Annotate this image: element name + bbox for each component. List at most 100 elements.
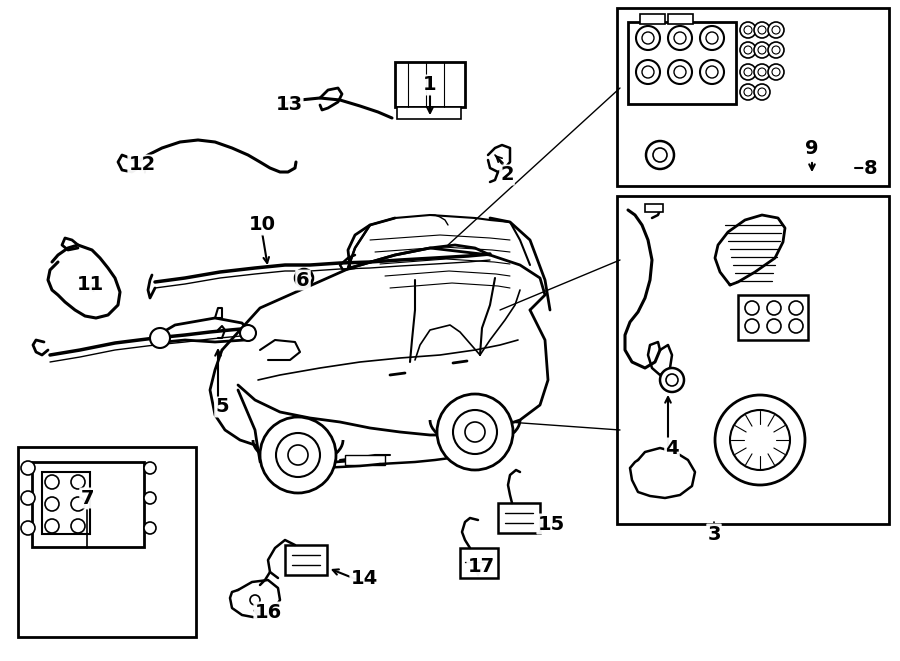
Circle shape [730,410,790,470]
Circle shape [660,368,684,392]
Circle shape [646,141,674,169]
Circle shape [745,301,759,315]
Circle shape [21,491,35,505]
Text: 6: 6 [296,270,310,290]
Circle shape [754,64,770,80]
Bar [345,455,385,465]
Circle shape [240,325,256,341]
Circle shape [45,475,59,489]
Text: 5: 5 [215,397,229,416]
Circle shape [45,497,59,511]
Bar [628,22,736,104]
Circle shape [45,519,59,533]
Circle shape [276,433,320,477]
Circle shape [674,66,686,78]
Circle shape [758,88,766,96]
Circle shape [71,497,85,511]
Circle shape [744,88,752,96]
Bar [395,62,465,107]
Text: 14: 14 [350,568,378,588]
Text: 3: 3 [707,524,721,543]
Text: 16: 16 [255,602,282,621]
Circle shape [636,60,660,84]
Circle shape [758,46,766,54]
Circle shape [71,475,85,489]
Text: 1: 1 [423,75,436,95]
Circle shape [71,519,85,533]
Circle shape [465,422,485,442]
Circle shape [772,26,780,34]
Circle shape [668,60,692,84]
Circle shape [772,46,780,54]
Circle shape [636,26,660,50]
Bar [498,503,540,533]
Circle shape [772,68,780,76]
Circle shape [745,319,759,333]
Circle shape [150,328,170,348]
Bar [640,14,665,24]
Text: 10: 10 [248,215,275,235]
Text: 15: 15 [537,514,564,533]
Circle shape [642,66,654,78]
Circle shape [754,22,770,38]
Bar [668,14,693,24]
Text: 17: 17 [467,557,495,576]
Circle shape [642,32,654,44]
Circle shape [700,60,724,84]
Circle shape [740,42,756,58]
Circle shape [758,68,766,76]
Circle shape [740,22,756,38]
Circle shape [758,26,766,34]
Text: 8: 8 [864,159,878,178]
Circle shape [744,46,752,54]
Text: 7: 7 [80,488,94,508]
Bar [32,462,144,547]
Text: 9: 9 [806,139,819,157]
Circle shape [740,84,756,100]
Bar [285,545,327,575]
Circle shape [754,84,770,100]
Text: 11: 11 [76,276,104,295]
Circle shape [706,32,718,44]
Bar [617,8,889,186]
Circle shape [715,395,805,485]
Circle shape [767,319,781,333]
Circle shape [700,26,724,50]
Circle shape [768,42,784,58]
Circle shape [21,461,35,475]
Bar [460,548,498,578]
Circle shape [144,492,156,504]
Text: 13: 13 [275,95,302,114]
Circle shape [789,319,803,333]
Bar [18,447,196,637]
Circle shape [789,301,803,315]
Circle shape [437,394,513,470]
Bar [617,196,889,524]
Circle shape [666,374,678,386]
Text: 2: 2 [500,165,514,184]
Bar [42,472,90,534]
Circle shape [144,462,156,474]
Circle shape [744,26,752,34]
Text: 4: 4 [665,438,679,457]
Bar [397,107,461,119]
Circle shape [744,68,752,76]
Circle shape [706,66,718,78]
Circle shape [668,26,692,50]
Circle shape [653,148,667,162]
Circle shape [453,410,497,454]
Circle shape [768,64,784,80]
Text: 12: 12 [129,155,156,175]
Circle shape [144,522,156,534]
Bar [645,204,663,212]
Circle shape [260,417,336,493]
Circle shape [288,445,308,465]
Circle shape [674,32,686,44]
Circle shape [250,595,260,605]
Circle shape [21,521,35,535]
Circle shape [767,301,781,315]
Circle shape [740,64,756,80]
Circle shape [295,269,313,287]
Circle shape [768,22,784,38]
Bar [738,295,808,340]
